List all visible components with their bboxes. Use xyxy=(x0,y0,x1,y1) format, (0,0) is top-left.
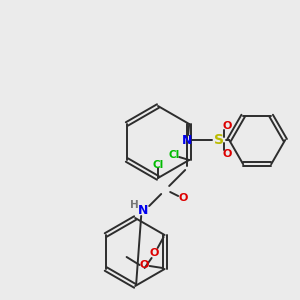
Text: N: N xyxy=(138,203,148,217)
Text: Cl: Cl xyxy=(169,150,180,160)
Text: Cl: Cl xyxy=(152,160,164,170)
Text: O: O xyxy=(178,193,188,203)
Text: O: O xyxy=(140,260,149,270)
Text: O: O xyxy=(150,248,159,258)
Text: O: O xyxy=(223,121,232,131)
Text: O: O xyxy=(223,149,232,159)
Text: N: N xyxy=(182,134,192,146)
Text: H: H xyxy=(130,200,139,210)
Text: S: S xyxy=(214,133,224,147)
